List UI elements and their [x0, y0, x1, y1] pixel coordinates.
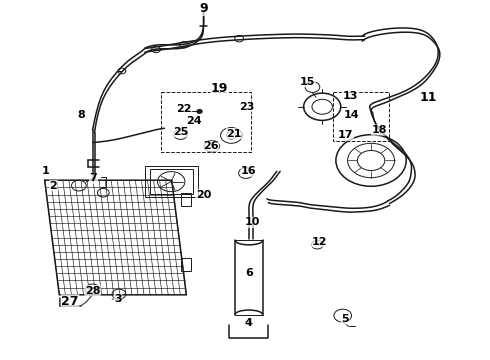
- Bar: [150, 170, 193, 194]
- Circle shape: [197, 110, 202, 113]
- Text: 4: 4: [245, 318, 253, 328]
- Text: 23: 23: [239, 102, 254, 112]
- Circle shape: [305, 82, 320, 93]
- Text: 18: 18: [371, 125, 387, 135]
- Text: 7: 7: [90, 174, 98, 183]
- Text: 26: 26: [203, 141, 219, 151]
- Text: 15: 15: [300, 77, 315, 87]
- Circle shape: [112, 289, 126, 299]
- Text: 11: 11: [419, 91, 437, 104]
- Text: 10: 10: [245, 217, 260, 228]
- Text: 22: 22: [176, 104, 192, 113]
- Text: 17: 17: [338, 130, 353, 140]
- Bar: [161, 93, 251, 152]
- Circle shape: [239, 168, 253, 179]
- Circle shape: [72, 180, 86, 191]
- Circle shape: [235, 36, 244, 42]
- Text: 9: 9: [199, 3, 208, 15]
- Circle shape: [312, 240, 323, 249]
- Text: 5: 5: [342, 314, 349, 324]
- Bar: [180, 193, 191, 206]
- Text: 27: 27: [61, 295, 79, 308]
- Text: 19: 19: [211, 82, 228, 95]
- Circle shape: [334, 309, 351, 322]
- Text: 20: 20: [196, 189, 211, 199]
- Circle shape: [85, 284, 100, 295]
- Circle shape: [152, 46, 160, 53]
- Text: 2: 2: [49, 181, 57, 190]
- Text: 3: 3: [114, 294, 122, 304]
- Text: 25: 25: [173, 127, 188, 137]
- Bar: [333, 93, 389, 141]
- Circle shape: [179, 41, 188, 48]
- Circle shape: [98, 188, 109, 197]
- Text: 16: 16: [241, 166, 257, 176]
- Bar: [180, 258, 191, 271]
- Text: 28: 28: [85, 285, 100, 296]
- Text: 13: 13: [343, 91, 358, 101]
- Text: 24: 24: [186, 116, 201, 126]
- Bar: [145, 166, 197, 197]
- Text: 6: 6: [245, 267, 253, 278]
- Text: 1: 1: [42, 166, 49, 176]
- Circle shape: [118, 68, 126, 74]
- Text: 12: 12: [312, 237, 327, 247]
- Text: 8: 8: [77, 110, 85, 120]
- Text: 14: 14: [343, 110, 359, 120]
- Text: 21: 21: [226, 129, 242, 139]
